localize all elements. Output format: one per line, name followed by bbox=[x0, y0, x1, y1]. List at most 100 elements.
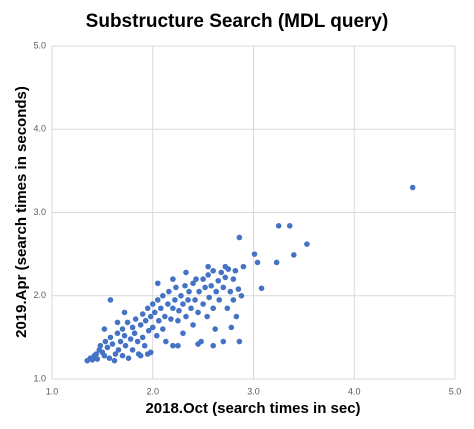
data-point bbox=[251, 251, 258, 257]
data-point bbox=[291, 252, 297, 258]
data-point bbox=[210, 267, 216, 274]
data-point bbox=[202, 284, 208, 291]
data-point bbox=[154, 280, 161, 287]
data-point bbox=[195, 341, 201, 347]
data-point bbox=[188, 305, 194, 312]
data-point bbox=[132, 316, 139, 322]
data-point bbox=[168, 316, 174, 322]
data-point bbox=[210, 342, 216, 349]
data-point bbox=[170, 276, 176, 282]
y-tick-label: 2.0 bbox=[33, 290, 46, 300]
data-point bbox=[216, 297, 223, 303]
data-point bbox=[180, 301, 186, 307]
data-point bbox=[129, 324, 136, 331]
y-tick-label: 1.0 bbox=[33, 373, 46, 383]
data-point bbox=[142, 317, 149, 324]
data-point bbox=[115, 347, 122, 353]
data-point bbox=[101, 326, 108, 332]
data-point bbox=[151, 309, 158, 316]
data-point bbox=[162, 313, 168, 320]
data-point bbox=[131, 330, 138, 337]
data-point bbox=[180, 330, 186, 337]
data-point bbox=[93, 351, 100, 357]
data-point bbox=[144, 351, 151, 357]
data-point bbox=[165, 301, 171, 307]
data-point bbox=[206, 294, 212, 301]
data-point bbox=[173, 284, 179, 291]
data-point bbox=[149, 301, 156, 307]
data-point bbox=[275, 223, 282, 229]
data-point bbox=[186, 288, 192, 295]
data-point bbox=[190, 280, 196, 287]
data-point bbox=[178, 292, 184, 299]
x-tick-label: 1.0 bbox=[46, 386, 59, 396]
data-point bbox=[183, 313, 189, 320]
data-point bbox=[240, 263, 247, 270]
data-point bbox=[153, 332, 160, 339]
data-point bbox=[258, 285, 265, 292]
data-point bbox=[227, 288, 234, 295]
data-point bbox=[236, 338, 243, 345]
data-point bbox=[236, 234, 243, 241]
data-point bbox=[166, 288, 172, 295]
data-point bbox=[210, 305, 216, 312]
data-point bbox=[107, 334, 114, 341]
data-point bbox=[121, 309, 128, 316]
data-point bbox=[176, 307, 182, 314]
data-point bbox=[139, 334, 146, 341]
data-point bbox=[107, 297, 114, 303]
y-tick-label: 3.0 bbox=[33, 207, 46, 217]
data-point bbox=[101, 352, 108, 359]
data-point bbox=[163, 338, 169, 345]
data-point bbox=[232, 267, 239, 274]
data-point bbox=[215, 277, 222, 284]
data-point bbox=[170, 305, 176, 312]
data-point bbox=[273, 259, 280, 266]
data-point bbox=[304, 241, 310, 247]
data-point bbox=[233, 313, 240, 320]
data-point bbox=[102, 338, 109, 345]
data-point bbox=[182, 282, 188, 289]
x-tick-label: 5.0 bbox=[449, 386, 462, 396]
data-point bbox=[220, 338, 227, 345]
x-tick-label: 3.0 bbox=[247, 386, 260, 396]
data-point bbox=[212, 326, 219, 332]
data-point bbox=[144, 305, 151, 312]
data-point bbox=[160, 292, 166, 299]
data-point bbox=[97, 342, 104, 349]
data-point bbox=[94, 356, 101, 362]
y-axis-title: 2019.Apr (search times in seconds) bbox=[13, 86, 30, 338]
data-point bbox=[205, 272, 211, 278]
data-point bbox=[129, 347, 136, 353]
data-point bbox=[139, 311, 146, 317]
data-point bbox=[254, 259, 261, 266]
data-point bbox=[230, 297, 237, 303]
data-point bbox=[222, 274, 229, 281]
data-point bbox=[122, 342, 129, 349]
data-point bbox=[409, 184, 416, 191]
data-point bbox=[111, 357, 118, 364]
data-point bbox=[192, 297, 198, 303]
chart-title: Substructure Search (MDL query) bbox=[86, 11, 389, 32]
data-point bbox=[170, 342, 176, 349]
data-point bbox=[137, 322, 144, 328]
data-point bbox=[109, 341, 116, 347]
data-point bbox=[147, 313, 154, 320]
data-point bbox=[117, 338, 124, 345]
x-tick-label: 4.0 bbox=[348, 386, 361, 396]
data-point bbox=[154, 297, 161, 303]
data-point bbox=[218, 269, 225, 276]
data-point bbox=[160, 326, 166, 332]
data-point bbox=[200, 301, 206, 307]
data-point bbox=[158, 305, 164, 312]
data-point bbox=[224, 305, 231, 312]
data-point bbox=[114, 319, 121, 326]
data-point bbox=[104, 344, 111, 351]
x-axis-title: 2018.Oct (search times in sec) bbox=[145, 400, 360, 417]
data-point bbox=[155, 317, 162, 324]
data-point bbox=[196, 288, 202, 295]
data-point bbox=[175, 317, 181, 324]
data-point bbox=[228, 324, 235, 331]
data-point bbox=[119, 326, 126, 332]
